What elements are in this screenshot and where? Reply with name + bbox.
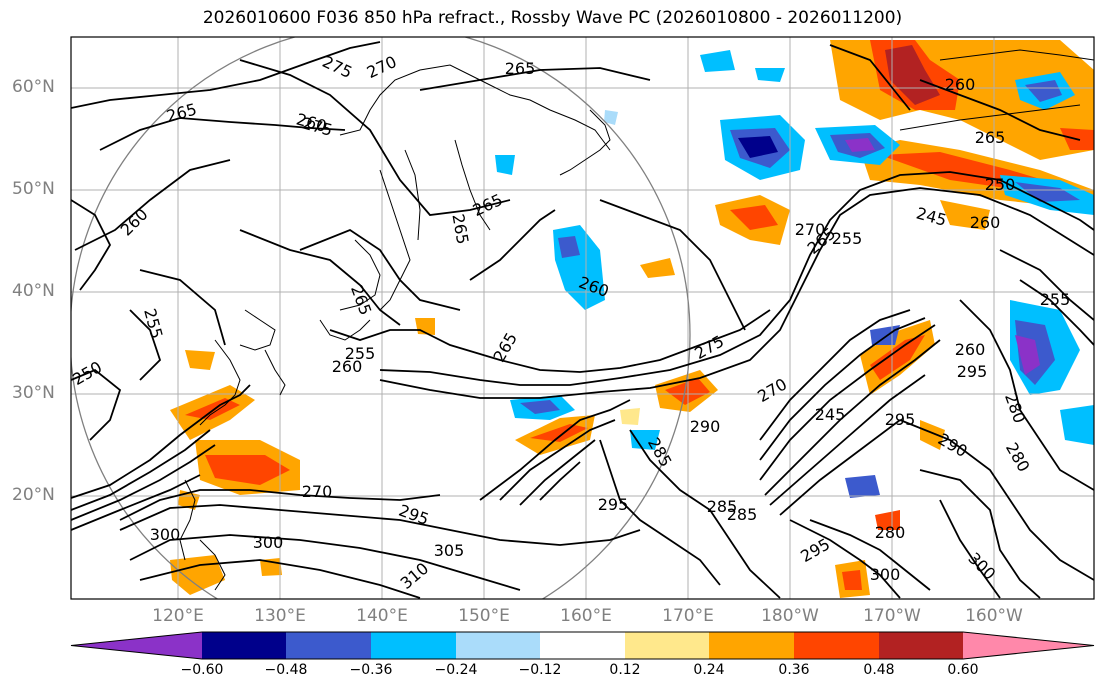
colorbar-tick-label: −0.48 [264,662,308,678]
colorbar-tick-label: −0.12 [518,662,562,678]
contour-label: 285 [707,497,738,516]
lat-label-60n: 60°N [12,77,55,97]
lat-label-30n: 30°N [12,383,55,403]
contour-label: 260 [955,340,986,359]
contour-label: 305 [434,541,465,560]
lat-label-50n: 50°N [12,179,55,199]
lon-label-160w: 160°W [965,606,1023,626]
contour-label: 265 [470,190,506,220]
lon-label-170e: 170°E [662,606,714,626]
contour-label: 265 [975,128,1006,147]
contour-label: 255 [140,306,166,340]
lon-label-180w: 180°W [761,606,819,626]
contour-label: 250 [985,175,1016,194]
contour-label: 275 [319,52,355,82]
contour-label: 300 [150,525,181,544]
contour-label: 260 [970,213,1001,232]
lat-label-20n: 20°N [12,485,55,505]
lat-label-40n: 40°N [12,281,55,301]
contour-label: 265 [489,329,521,365]
colorbar-segment [625,632,709,659]
lon-label-160e: 160°E [560,606,612,626]
lon-label-170w: 170°W [863,606,921,626]
lon-label-150e: 150°E [458,606,510,626]
contour-label: 270 [795,220,826,239]
contour-label: 280 [1002,439,1034,475]
colorbar-segment [286,632,371,659]
map-title: 2026010600 F036 850 hPa refract., Rossby… [202,8,903,28]
negative-shading [495,50,1094,498]
colorbar-segment [794,632,879,659]
contour-label: 285 [727,505,758,524]
colorbar-segment [202,632,286,659]
colorbar-outline [70,631,1095,660]
contour-label: 265 [505,59,536,78]
rossby-wave-region-circle [71,37,691,599]
colorbar-tick-label: −0.36 [349,662,393,678]
contour-label: 260 [117,205,152,240]
contour-label: 295 [598,495,629,514]
contour-label: 260 [294,110,328,136]
colorbar-tick-label: 0.60 [947,662,979,678]
colorbar [70,631,1095,660]
contour-label: 280 [875,523,906,542]
map-plot-area [71,37,1094,599]
contour-label: 270 [302,482,333,501]
contour-label: 300 [870,565,901,584]
colorbar-segment [71,632,202,659]
contours [71,41,1094,599]
lon-label-130e: 130°E [254,606,306,626]
colorbar-tick-label: 0.36 [778,662,810,678]
contour-label: 265 [448,212,472,245]
lon-label-120e: 120°E [152,606,204,626]
colorbar-segment [456,632,540,659]
contour-label: 270 [754,374,790,406]
contour-label: 260 [945,75,976,94]
colorbar-segment [879,632,963,659]
colorbar-segment [709,632,794,659]
contour-label: 280 [1001,391,1029,426]
contour-label: 310 [397,559,433,593]
contour-label: 295 [957,362,988,381]
contour-label: 300 [253,533,284,552]
coastlines [179,49,1094,591]
contour-label: 250 [69,357,105,389]
colorbar-tick-label: −0.24 [434,662,478,678]
contour-label: 295 [885,410,916,429]
contour-label: 255 [345,344,376,363]
colorbar-tick-label: 0.24 [693,662,725,678]
colorbar-segment [371,632,456,659]
contour-label: 290 [690,417,721,436]
contour-label: 265 [164,100,198,126]
contour-label: 295 [396,501,431,529]
colorbar-tick-label: 0.48 [863,662,895,678]
contour-label: 260 [332,357,363,376]
lon-label-140e: 140°E [356,606,408,626]
colorbar-tick-label: −0.60 [180,662,224,678]
colorbar-tick-label: 0.12 [609,662,641,678]
contour-label: 255 [832,229,863,248]
contour-label: 245 [815,405,846,424]
colorbar-segment [540,632,625,659]
contour-label: 265 [347,283,375,318]
contour-label: 255 [1040,290,1071,309]
colorbar-segment [963,632,1094,659]
plot-frame [70,36,1095,600]
